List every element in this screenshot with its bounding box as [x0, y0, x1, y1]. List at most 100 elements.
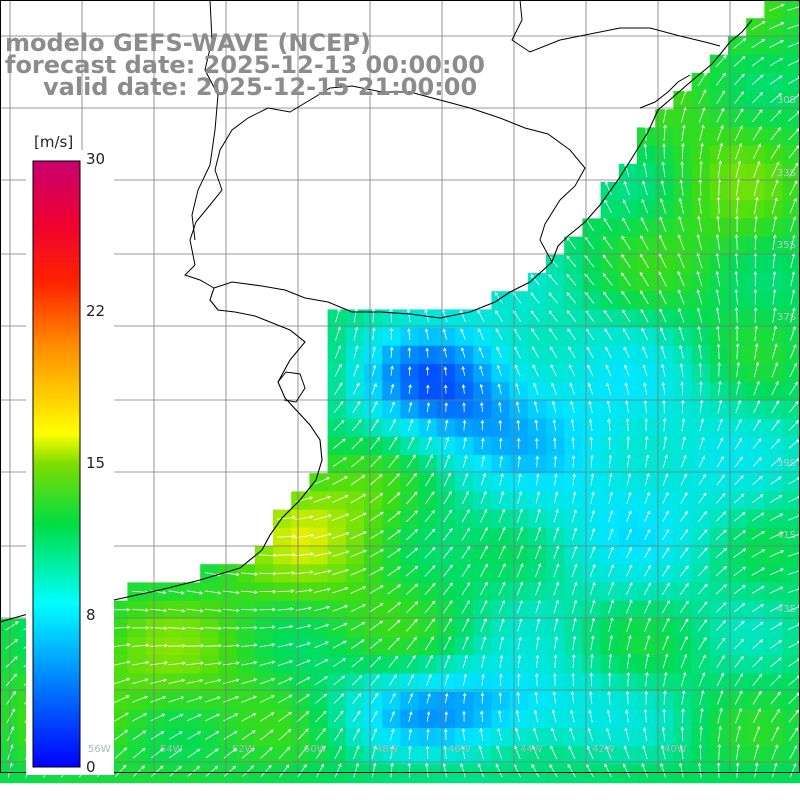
- wind-arrow: [716, 455, 724, 468]
- wind-arrow: [772, 215, 778, 232]
- wind-arrow: [481, 654, 486, 668]
- wind-arrow: [679, 344, 684, 359]
- wind-arrow: [535, 563, 542, 578]
- wind-arrow: [331, 568, 350, 576]
- wind-arrow: [751, 39, 766, 49]
- wind-arrow: [426, 436, 432, 450]
- wind-arrow: [353, 345, 359, 359]
- wind-arrow: [679, 363, 684, 377]
- wind-arrow: [408, 745, 412, 759]
- wind-arrow: [463, 437, 467, 450]
- wind-arrow: [571, 599, 578, 614]
- wind-arrow: [608, 454, 613, 468]
- wind-arrow: [751, 549, 766, 558]
- wind-arrow: [151, 765, 164, 777]
- wind-arrow: [696, 307, 703, 323]
- wind-cell: [309, 655, 329, 674]
- wind-arrow: [698, 492, 707, 504]
- wind-arrow: [534, 437, 539, 449]
- wind-arrow: [697, 583, 708, 595]
- wind-cell: [291, 728, 310, 747]
- wind-arrow: [516, 544, 524, 560]
- wind-arrow: [789, 362, 797, 378]
- wind-arrow: [277, 660, 294, 666]
- wind-arrow: [771, 362, 779, 378]
- wind-arrow: [789, 180, 798, 196]
- wind-cell: [564, 546, 583, 565]
- wind-cell: [728, 582, 747, 602]
- wind-arrow: [697, 325, 702, 341]
- wind-arrow: [149, 643, 168, 648]
- wind-cell: [309, 709, 329, 729]
- wind-cell: [291, 655, 310, 674]
- wind-cell: [691, 473, 711, 492]
- wind-cell: [764, 418, 784, 438]
- wind-arrow: [640, 235, 649, 250]
- wind-cell: [746, 655, 765, 674]
- wind-arrow: [480, 692, 485, 704]
- wind-arrow: [754, 196, 759, 215]
- wind-arrow: [661, 565, 670, 577]
- wind-arrow: [589, 545, 596, 559]
- wind-arrow: [532, 364, 539, 377]
- wind-arrow: [425, 347, 429, 358]
- wind-arrow: [571, 436, 575, 450]
- wind-arrow: [624, 162, 630, 177]
- wind-arrow: [495, 328, 503, 340]
- wind-arrow: [697, 565, 708, 577]
- wind-arrow: [204, 626, 223, 631]
- wind-arrow: [426, 384, 430, 394]
- wind-arrow: [734, 437, 743, 450]
- wind-arrow: [751, 56, 765, 67]
- wind-arrow: [590, 653, 594, 669]
- wind-arrow: [681, 436, 686, 450]
- wind-arrow: [789, 727, 799, 742]
- wind-arrow: [644, 635, 651, 651]
- wind-arrow: [696, 270, 703, 287]
- wind-cell: [764, 127, 784, 147]
- wind-arrow: [588, 400, 593, 413]
- wind-arrow: [387, 619, 401, 632]
- wind-cell: [436, 600, 456, 620]
- wind-arrow: [498, 692, 503, 704]
- wind-arrow: [314, 659, 329, 667]
- wind-cell: [655, 546, 674, 565]
- wind-arrow: [222, 608, 240, 613]
- wind-arrow: [460, 763, 466, 778]
- wind-cell: [764, 582, 784, 602]
- wind-arrow: [499, 636, 504, 650]
- wind-arrow: [205, 765, 219, 777]
- wind-cell: [0, 673, 19, 693]
- wind-cell: [382, 655, 401, 674]
- wind-arrow: [443, 347, 447, 358]
- wind-arrow: [114, 747, 128, 759]
- wind-arrow: [369, 656, 381, 668]
- wind-arrow: [277, 607, 294, 611]
- wind-arrow: [698, 89, 707, 105]
- wind-arrow: [605, 745, 612, 760]
- wind-arrow: [352, 400, 361, 413]
- wind-arrow: [661, 726, 666, 741]
- wind-cell: [345, 455, 365, 474]
- wind-arrow: [334, 344, 342, 359]
- wind-arrow: [370, 692, 379, 704]
- wind-arrow: [751, 531, 766, 540]
- wind-arrow: [131, 608, 149, 612]
- wind-cell: [364, 673, 383, 693]
- wind-arrow: [769, 40, 784, 48]
- wind-arrow: [406, 454, 416, 468]
- wind-arrow: [715, 584, 727, 595]
- wind-arrow: [715, 547, 728, 559]
- wind-arrow: [242, 765, 254, 777]
- wind-cell: [691, 582, 711, 602]
- wind-arrow: [371, 710, 378, 723]
- wind-arrow: [149, 661, 168, 666]
- wind-cell: [691, 618, 711, 638]
- lat-label: 30S: [776, 95, 796, 106]
- wind-cell: [382, 691, 401, 711]
- wind-arrow: [389, 401, 395, 413]
- wind-cell: [746, 600, 765, 620]
- wind-arrow: [277, 571, 296, 575]
- wind-arrow: [733, 73, 745, 86]
- wind-cell: [691, 691, 711, 711]
